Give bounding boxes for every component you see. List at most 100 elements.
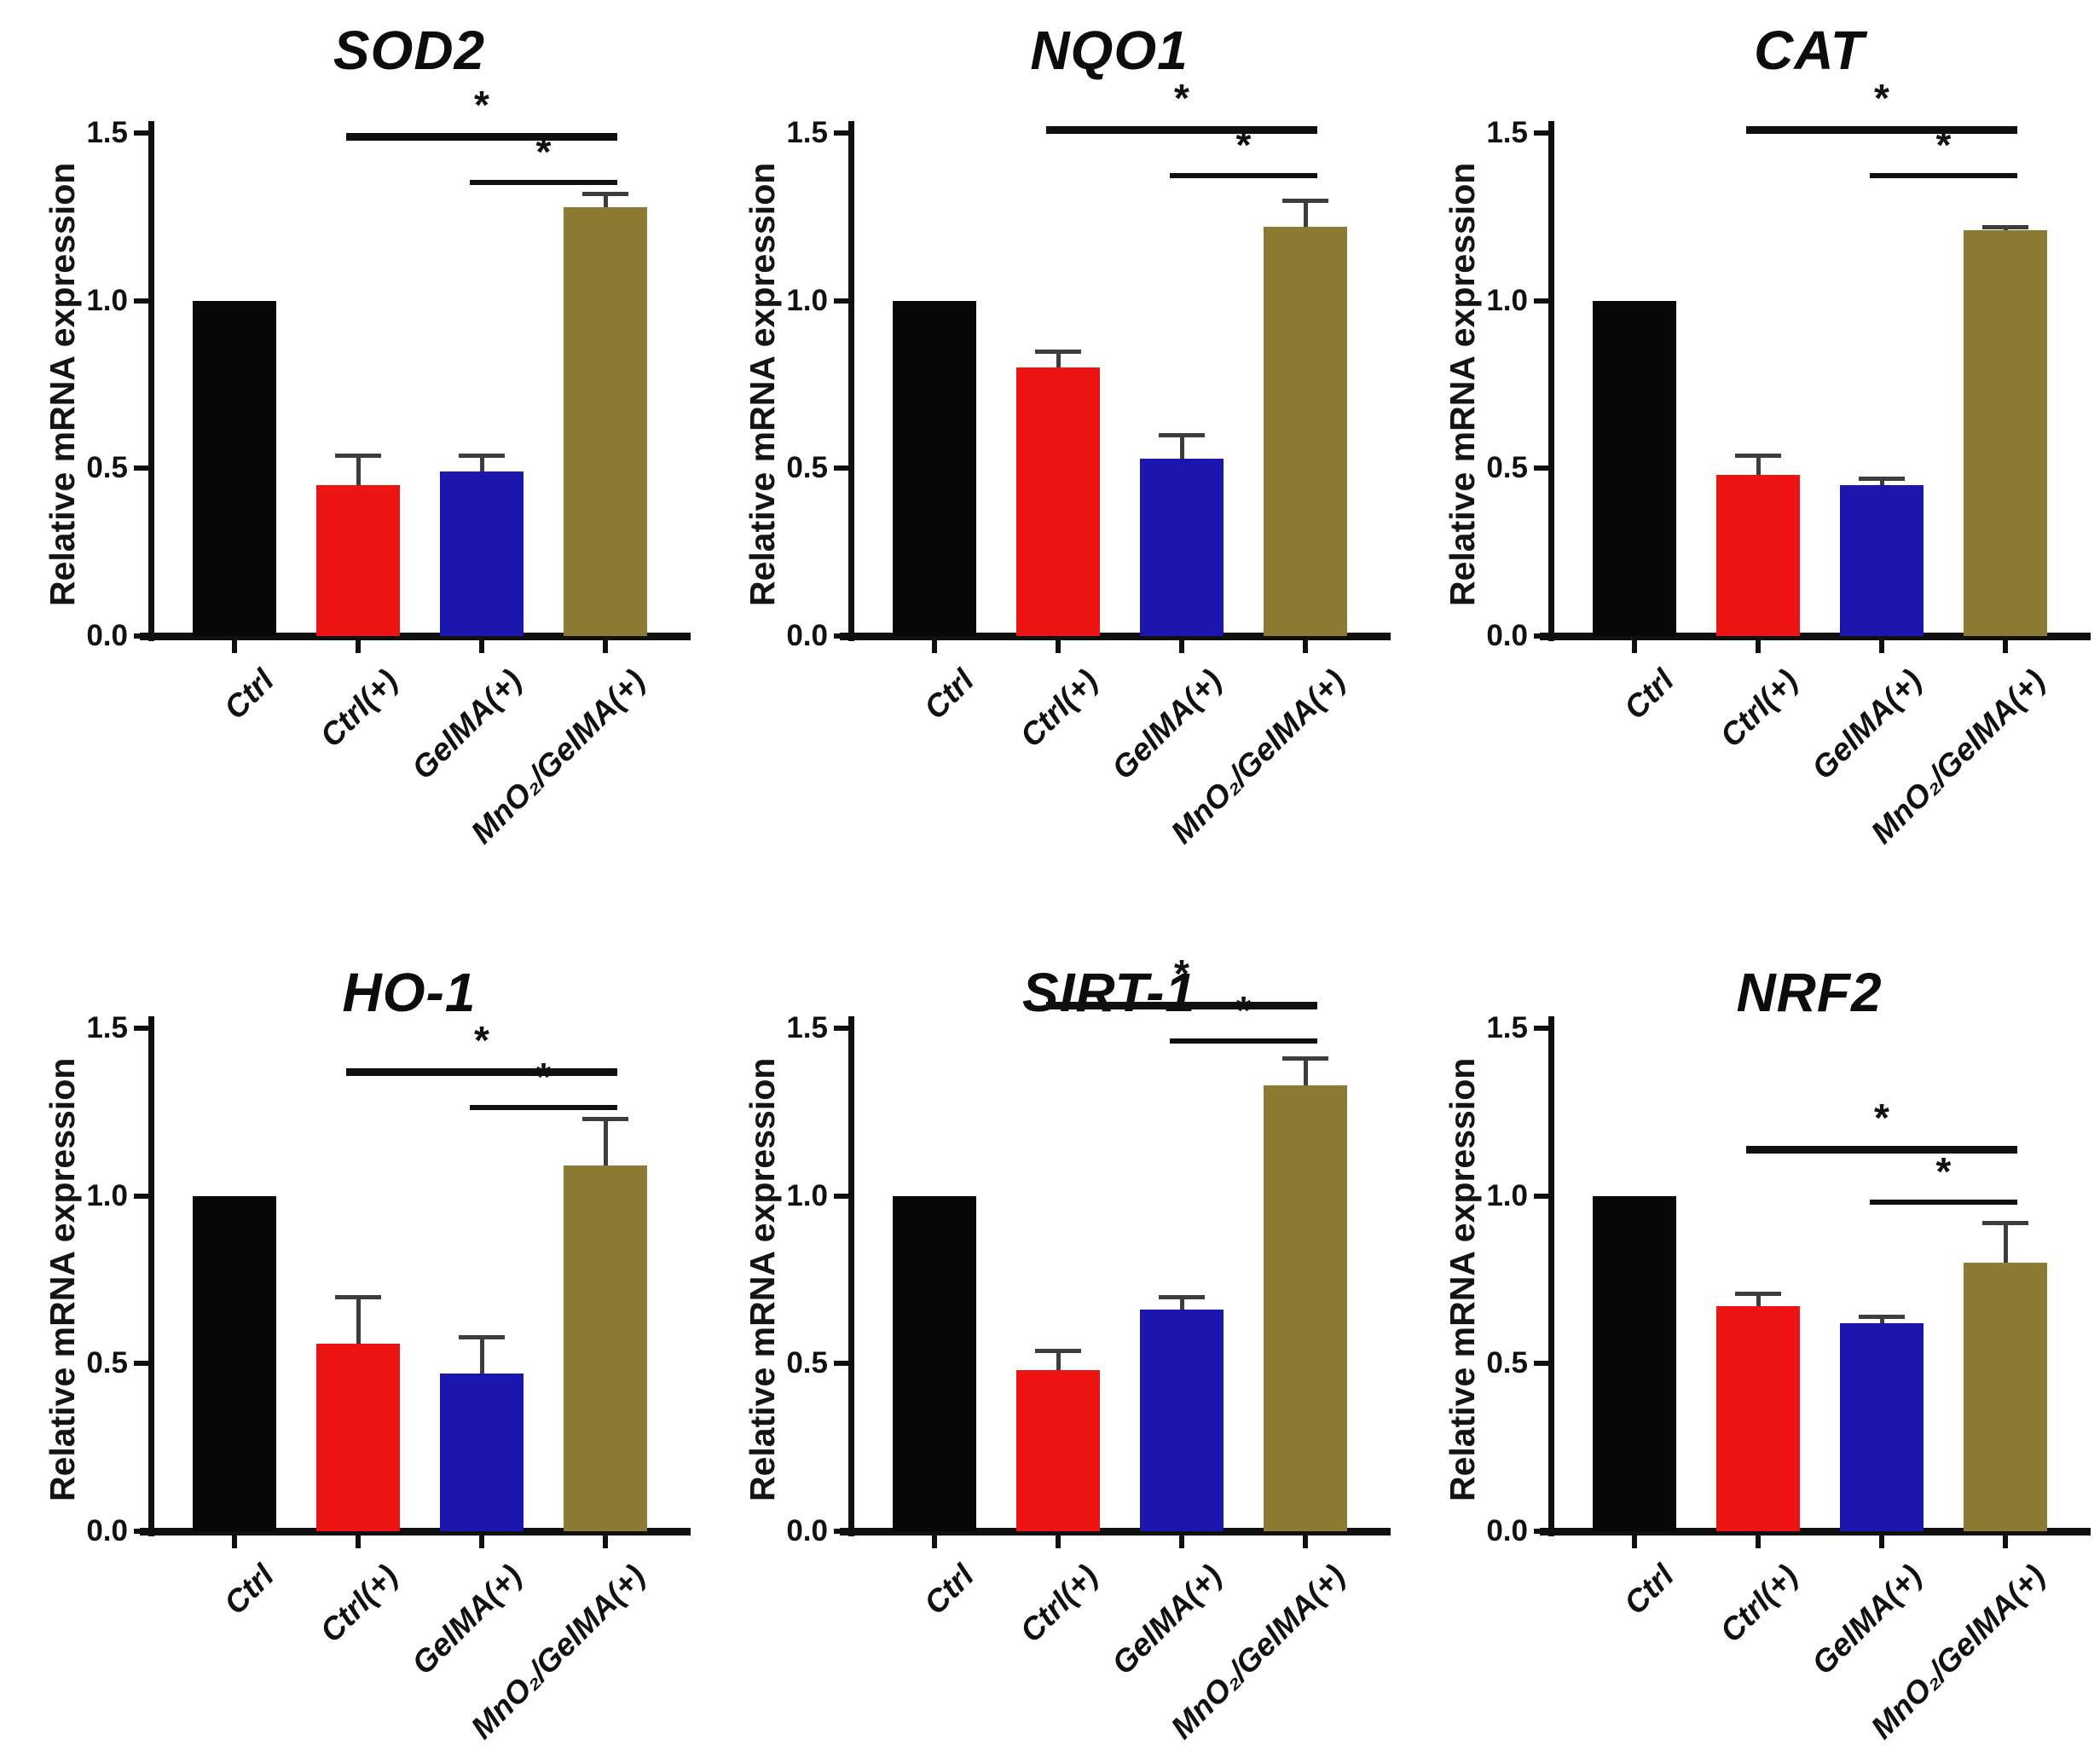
x-tick-mark: [232, 640, 237, 653]
y-axis-label: Relative mRNA expression: [1443, 162, 1482, 607]
chart-panel-nqo1: NQO1 Relative mRNA expression 1.5 1.0 0.5 0…: [734, 14, 1391, 869]
plot-area: 1.5 1.0 0.5 0.0 Ctrl Ctrl(+) GelMA(+) MnO₂/GelM…: [86, 84, 691, 850]
y-tick-label: 0.5: [1486, 1346, 1528, 1380]
x-tick-label: GelMA(+): [404, 1558, 529, 1681]
x-axis: [840, 633, 1391, 640]
error-bar-cap: [1859, 1315, 1905, 1320]
x-tick-mark: [479, 1536, 484, 1548]
x-tick-label: GelMA(+): [1804, 1558, 1929, 1681]
y-tick-mark: [1534, 1361, 1548, 1367]
x-tick-mark: [1303, 640, 1308, 653]
bar-ctrl: [893, 300, 976, 636]
y-tick-label: 1.0: [86, 1178, 128, 1212]
y-tick-label: 0.5: [786, 451, 828, 485]
significance-line: [346, 133, 617, 141]
y-tick-label: 0.5: [786, 1346, 828, 1380]
bar-ctrl: [193, 300, 276, 636]
error-bar-cap: [1859, 477, 1905, 482]
y-tick-mark: [834, 1193, 848, 1199]
error-bar-stem: [1756, 454, 1761, 476]
significance-asterisk: *: [474, 1018, 489, 1063]
x-tick-mark: [356, 1536, 361, 1548]
y-axis: [848, 121, 854, 641]
y-tick-label: 0.0: [86, 619, 128, 652]
error-bar-cap: [582, 1117, 628, 1122]
y-tick-mark: [134, 1026, 148, 1031]
x-axis: [1540, 1528, 2091, 1536]
x-tick-label: Ctrl: [917, 662, 981, 726]
y-tick-mark: [1534, 466, 1548, 471]
chart-panel-sod2: SOD2 Relative mRNA expression 1.5 1.0 0.5 0…: [34, 14, 691, 869]
x-tick-label: GelMA(+): [1804, 662, 1929, 786]
y-tick-mark: [834, 298, 848, 304]
error-bar-cap: [1735, 1291, 1781, 1296]
y-tick-label: 1.5: [786, 116, 828, 149]
chart-panel-sirt1: SIRT-1 Relative mRNA expression 1.5 1.0 0.…: [734, 896, 1391, 1750]
x-tick-mark: [1632, 1536, 1637, 1548]
chart-title: SIRT-1: [1022, 962, 1196, 1023]
x-axis: [140, 633, 691, 640]
y-tick-label: 1.0: [1486, 283, 1528, 317]
bar-gelma: [440, 1374, 524, 1531]
y-tick-label: 0.0: [1486, 1514, 1528, 1547]
x-tick-label: Ctrl: [217, 1558, 281, 1622]
y-tick-mark: [834, 1026, 848, 1031]
x-tick-label: Ctrl(+): [1713, 662, 1805, 755]
y-tick-label: 1.5: [86, 116, 128, 149]
chart-title: NRF2: [1736, 962, 1883, 1023]
x-tick-label: Ctrl: [1617, 1558, 1681, 1622]
x-axis: [840, 1528, 1391, 1536]
x-tick-mark: [603, 640, 608, 653]
y-tick-label: 1.5: [1486, 116, 1528, 149]
bar-ctrl: [316, 1343, 400, 1531]
error-bar-cap: [459, 453, 505, 458]
chart-title: SOD2: [333, 20, 486, 81]
x-axis: [1540, 633, 2091, 640]
bar-gelma: [1840, 485, 1924, 636]
y-tick-mark: [134, 466, 148, 471]
y-axis-label: Relative mRNA expression: [43, 1057, 82, 1502]
error-bar-stem: [603, 193, 608, 207]
y-axis-label: Relative mRNA expression: [43, 162, 82, 607]
bar-gelma: [1140, 1310, 1224, 1531]
y-tick-mark: [834, 1529, 848, 1534]
y-axis-label: Relative mRNA expression: [1443, 1057, 1482, 1502]
x-tick-label: GelMA(+): [1104, 662, 1229, 786]
significance-line: [1046, 1001, 1317, 1009]
significance-asterisk: *: [535, 130, 552, 175]
significance-line: [1870, 173, 2017, 179]
y-tick-mark: [1534, 1529, 1548, 1534]
y-axis: [1548, 121, 1554, 641]
error-bar-cap: [1735, 453, 1781, 458]
plot-area: 1.5 1.0 0.5 0.0 Ctrl Ctrl(+) GelMA(+) MnO₂/GelM…: [1486, 1011, 2091, 1745]
x-tick-mark: [2003, 640, 2008, 653]
error-bar-stem: [1056, 1350, 1061, 1371]
x-tick-mark: [603, 1536, 608, 1548]
significance-asterisk: *: [1874, 76, 1889, 121]
plot-area: 1.5 1.0 0.5 0.0 Ctrl Ctrl(+) GelMA(+) MnO₂/GelM…: [786, 952, 1391, 1745]
bar-ctrl: [1716, 1306, 1800, 1531]
significance-line: [346, 1068, 617, 1077]
y-tick-mark: [834, 130, 848, 136]
significance-asterisk: *: [1174, 76, 1189, 121]
x-tick-mark: [1179, 640, 1184, 653]
significance-asterisk: *: [1235, 987, 1252, 1032]
y-tick-mark: [134, 298, 148, 304]
error-bar-cap: [335, 453, 381, 458]
x-tick-mark: [1879, 640, 1884, 653]
significance-line: [1746, 1145, 2017, 1154]
x-tick-label: Ctrl(+): [1013, 1558, 1105, 1650]
x-tick-mark: [479, 640, 484, 653]
error-bar-stem: [1303, 200, 1308, 228]
error-bar-stem: [356, 1296, 361, 1344]
y-tick-label: 0.0: [786, 1514, 828, 1547]
significance-line: [1170, 173, 1317, 179]
error-bar-cap: [1159, 1294, 1205, 1299]
x-tick-mark: [2003, 1536, 2008, 1548]
significance-line: [470, 1105, 617, 1111]
error-bar-cap: [1035, 1348, 1081, 1353]
y-tick-label: 1.0: [786, 1178, 828, 1212]
bar-mno2-gelma: [1964, 230, 2047, 636]
error-bar-stem: [1879, 478, 1884, 485]
